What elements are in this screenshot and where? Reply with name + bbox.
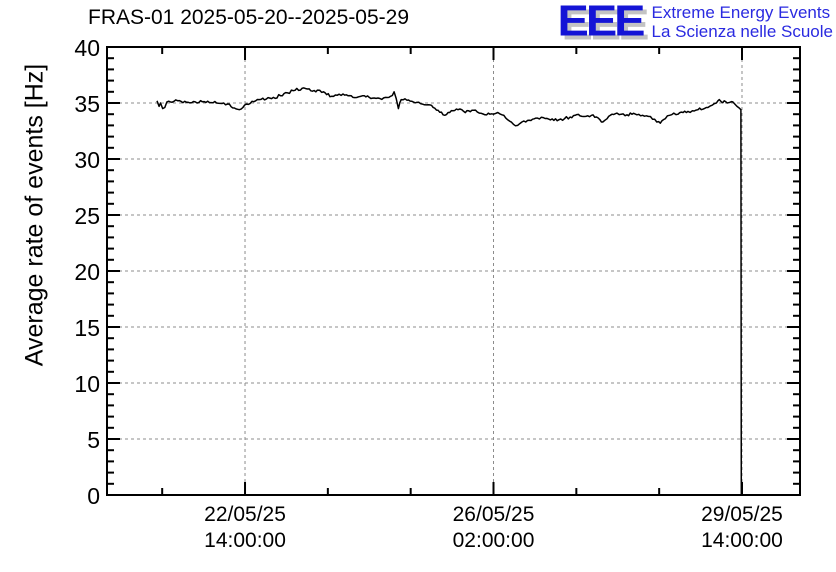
x-tick-label: 26/05/25 02:00:00 [452,503,535,552]
eee-logo-line2: La Scienza nelle Scuole [651,22,833,41]
eee-logo: EEE Extreme Energy Events La Scienza nel… [557,0,833,45]
y-tick-label: 30 [74,147,100,173]
eee-logo-acronym: EEE [557,0,645,45]
y-tick-label: 15 [74,315,100,341]
y-tick-label: 35 [74,91,100,117]
rate-line [156,87,743,496]
x-tick-label: 29/05/25 14:00:00 [701,503,783,552]
eee-logo-line1: Extreme Energy Events [651,3,831,22]
y-tick-label: 10 [74,371,100,397]
y-tick-label: 25 [74,203,100,229]
eee-logo-text: Extreme Energy Events La Scienza nelle S… [652,2,833,41]
chart-title: FRAS-01 2025-05-20--2025-05-29 [88,6,410,29]
y-tick-label: 0 [87,483,100,509]
y-tick-label: 5 [87,427,100,453]
y-tick-label: 40 [74,35,100,61]
x-tick-label: 22/05/25 14:00:00 [204,503,286,552]
y-tick-label: 20 [74,259,100,285]
